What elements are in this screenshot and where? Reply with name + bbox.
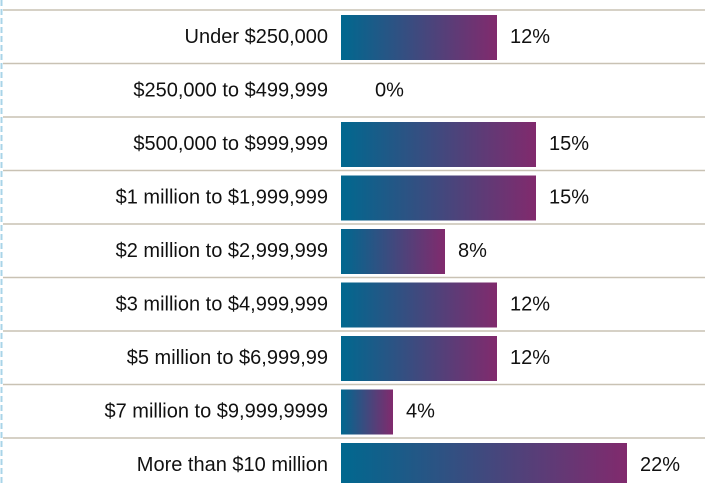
- category-label: $7 million to $9,999,9999: [105, 400, 329, 422]
- value-label: 4%: [406, 400, 435, 422]
- bar: [341, 389, 393, 435]
- value-label: 12%: [510, 347, 550, 369]
- category-label: $1 million to $1,999,999: [116, 186, 328, 208]
- category-label: $2 million to $2,999,999: [116, 240, 328, 262]
- bar: [341, 282, 497, 328]
- value-label: 0%: [375, 79, 404, 101]
- bar: [341, 15, 497, 60]
- bar: [341, 336, 497, 381]
- category-label: $5 million to $6,999,99: [127, 347, 328, 369]
- bar: [341, 122, 536, 167]
- value-label: 12%: [510, 26, 550, 48]
- category-label: Under $250,000: [185, 26, 328, 48]
- value-label: 12%: [510, 293, 550, 315]
- bar: [341, 443, 627, 483]
- category-label: $250,000 to $499,999: [133, 79, 328, 101]
- category-label: $500,000 to $999,999: [133, 133, 328, 155]
- value-label: 22%: [640, 454, 680, 476]
- value-label: 15%: [549, 186, 589, 208]
- category-label: More than $10 million: [137, 454, 328, 476]
- value-label: 8%: [458, 240, 487, 262]
- category-label: $3 million to $4,999,999: [116, 293, 328, 315]
- value-label: 15%: [549, 133, 589, 155]
- bar: [341, 175, 536, 221]
- bar: [341, 229, 445, 274]
